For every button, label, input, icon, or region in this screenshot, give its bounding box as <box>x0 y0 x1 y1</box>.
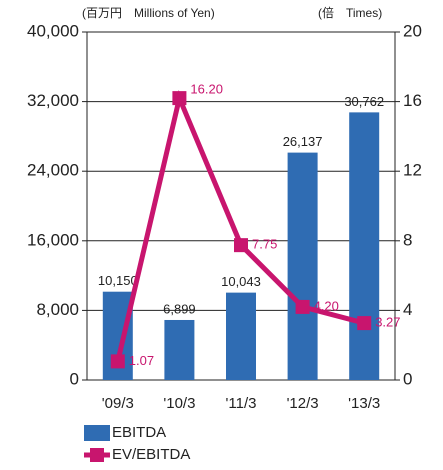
y-axis-label: (百万円 Millions of Yen) <box>82 6 215 20</box>
line-value-label: 4.20 <box>314 298 339 313</box>
x-tick-label: '10/3 <box>163 395 195 412</box>
line-marker <box>295 299 310 314</box>
y-tick-label: 40,000 <box>27 21 79 40</box>
bar-value-label: 6,899 <box>163 301 196 316</box>
y2-tick-label: 8 <box>403 230 412 249</box>
line-marker <box>172 91 187 106</box>
y2-tick-label: 16 <box>403 91 422 110</box>
line-marker <box>357 316 372 331</box>
y-tick-label: 24,000 <box>27 161 79 180</box>
line-marker <box>234 238 248 253</box>
y2-tick-label: 4 <box>403 300 412 319</box>
y2-tick-label: 0 <box>403 369 412 388</box>
bar <box>349 112 380 380</box>
y2-tick-label: 12 <box>403 161 422 180</box>
x-tick-label: '11/3 <box>226 395 257 412</box>
y-tick-label: 32,000 <box>27 91 79 110</box>
x-tick-label: '13/3 <box>348 395 380 412</box>
line-marker <box>110 354 125 369</box>
bar <box>287 152 318 380</box>
legend-label: EBITDA <box>112 424 166 441</box>
bar-value-label: 26,137 <box>283 134 323 149</box>
legend-swatch <box>84 425 110 441</box>
y-tick-label: 8,000 <box>36 300 79 319</box>
x-tick-label: '12/3 <box>287 395 319 412</box>
y-tick-label: 16,000 <box>27 230 79 249</box>
line-value-label: 16.20 <box>190 82 223 97</box>
line-value-label: 7.75 <box>252 237 277 252</box>
line-value-label: 3.27 <box>375 315 400 330</box>
legend-swatch <box>90 448 104 462</box>
x-tick-label: '09/3 <box>102 395 134 412</box>
y2-tick-label: 20 <box>403 21 422 40</box>
bar <box>226 292 256 380</box>
y-tick-label: 0 <box>70 369 79 388</box>
bar-value-label: 30,762 <box>344 94 384 109</box>
bar <box>164 319 195 380</box>
legend-label: EV/EBITDA <box>112 446 190 463</box>
bar-value-label: 10,150 <box>98 273 138 288</box>
bar-value-label: 10,043 <box>221 274 261 289</box>
line-value-label: 1.07 <box>129 353 154 368</box>
y2-axis-label: (倍 Times) <box>318 5 382 20</box>
